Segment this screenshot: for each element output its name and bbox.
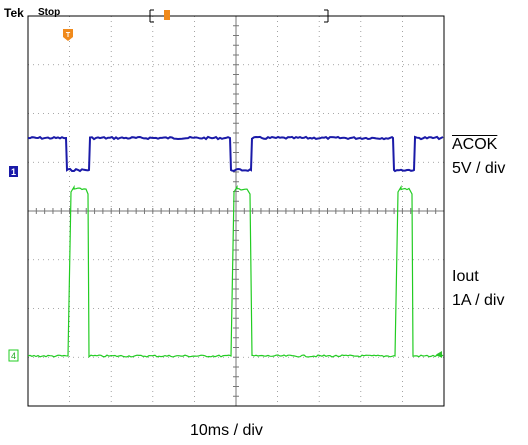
acquisition-state-label: Stop [38, 7, 61, 18]
brand-label: Tek [4, 6, 24, 20]
channel-1-trace [27, 135, 444, 173]
channel-1-ground-marker-icon: 1 [9, 166, 18, 177]
channel-4-trace [27, 184, 444, 359]
channel-4-ground-marker-icon: 4 [8, 349, 19, 362]
svg-text:1: 1 [11, 167, 16, 177]
record-view-bar [149, 9, 329, 23]
svg-text:T: T [66, 32, 71, 39]
channel-1-signal-label: ACOK [452, 136, 498, 153]
trigger-position-marker-icon: T [63, 29, 73, 41]
svg-text:4: 4 [11, 351, 16, 361]
channel-4-signal-label: Iout [452, 268, 479, 285]
timebase-label: 10ms / div [190, 422, 263, 439]
channel-4-scale-label: 1A / div [452, 292, 505, 309]
record-position-marker-icon [164, 10, 170, 20]
channel-1-scale-label: 5V / div [452, 160, 506, 177]
graticule [27, 15, 445, 407]
